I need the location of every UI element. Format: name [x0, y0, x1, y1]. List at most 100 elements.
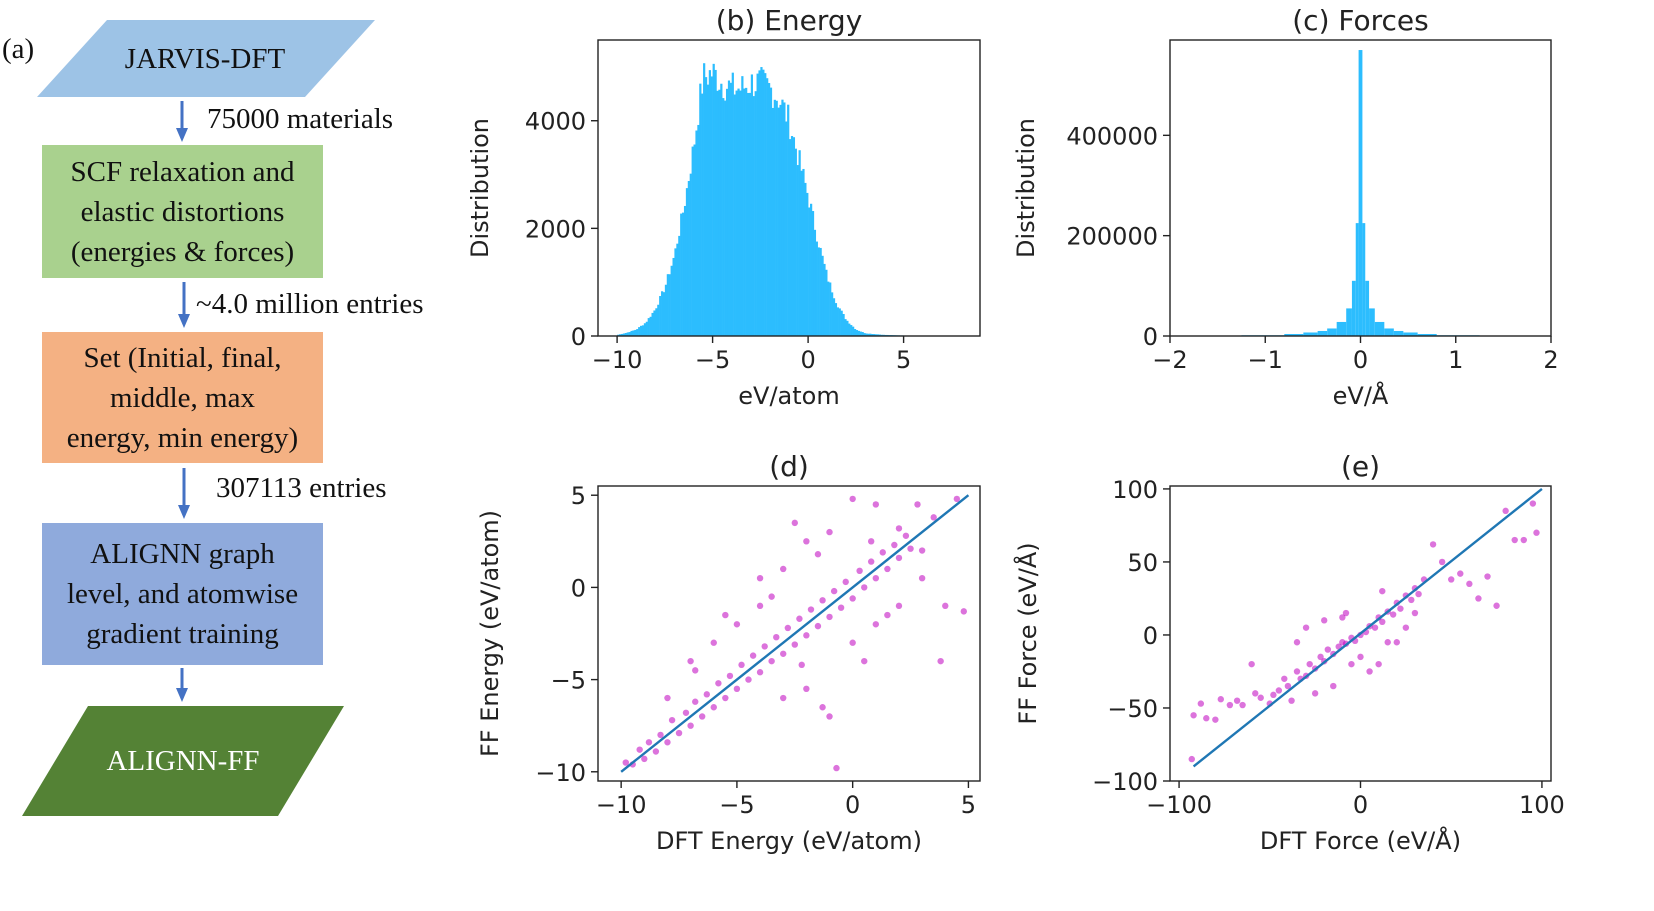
node-ff-text: ALIGNN-FF [106, 745, 260, 777]
scatter-point [692, 698, 699, 705]
histogram-bar [1327, 328, 1337, 336]
scatter-point [622, 759, 629, 766]
node-alignn-line-2: level, and atomwise [66, 578, 299, 610]
scatter-point [918, 547, 926, 554]
histogram-bar [691, 146, 694, 336]
histogram-bar [634, 329, 637, 336]
scatter-point [891, 541, 898, 549]
scatter-point [780, 694, 787, 702]
histogram-bar [800, 170, 803, 336]
histogram-bar [760, 67, 763, 336]
histogram-bar [720, 83, 723, 336]
scatter-point [1357, 653, 1364, 661]
scatter-point [1502, 507, 1509, 515]
histogram-bar [731, 72, 734, 337]
scatter-point [1281, 675, 1288, 682]
plot-frame [597, 39, 981, 337]
scatter-point [722, 694, 729, 702]
histogram-bar [714, 69, 717, 336]
histogram-bar [689, 173, 692, 336]
histogram-bar [863, 333, 866, 336]
histogram-bar [645, 321, 648, 336]
histogram-bar [699, 83, 702, 336]
scatter-point [872, 501, 880, 508]
scatter-point [867, 558, 875, 565]
histogram-bar [622, 333, 626, 336]
histogram-bar [687, 181, 690, 336]
scatter-point [749, 652, 757, 659]
histogram-bar [662, 292, 666, 336]
histogram-bar [1346, 308, 1352, 336]
y-tick-label: −5 [551, 667, 586, 695]
histogram-bar [769, 87, 773, 336]
scatter-point [1252, 690, 1259, 697]
chart-title: (c) Forces [1292, 4, 1429, 37]
scatter-point [726, 672, 734, 680]
histogram-bar [1284, 333, 1304, 336]
y-tick-label: 200000 [1066, 223, 1158, 251]
scatter-point [879, 549, 886, 556]
histogram-bar [727, 80, 731, 336]
histogram-bar [823, 263, 826, 336]
scatter-point [1324, 646, 1332, 653]
scatter-point [814, 551, 822, 558]
histogram-bar [750, 74, 754, 336]
histogram-bar [708, 70, 711, 336]
histogram-bar [857, 330, 860, 336]
y-tick-label: 400000 [1066, 122, 1158, 150]
y-tick-label: −100 [1092, 768, 1158, 796]
scatter-point [664, 694, 671, 702]
scatter-point [849, 639, 856, 646]
x-tick-label: 2 [1543, 346, 1558, 374]
scatter-point [784, 624, 792, 632]
histogram-bar [619, 334, 622, 336]
histogram-bar [802, 168, 805, 336]
x-tick-label: −5 [695, 346, 730, 374]
histogram-bar [806, 192, 809, 336]
scatter-point [675, 729, 683, 737]
scatter-point [807, 606, 815, 613]
scatter-point [1248, 660, 1255, 668]
scatter-point [833, 764, 840, 772]
y-tick-label: 0 [571, 323, 586, 351]
scatter-point [798, 661, 805, 669]
x-tick-label: −100 [1146, 791, 1212, 819]
scatter-point [1411, 609, 1419, 617]
scatter-point [803, 538, 810, 545]
histogram-bar [792, 137, 796, 336]
y-tick-label: 0 [1143, 323, 1158, 351]
histogram-bar [842, 314, 845, 336]
scatter-point [1520, 536, 1527, 544]
chart-force-parity: −100 0 100 −100 −50 0 50 100 (e) DFT Force (eV/Å)… [1013, 450, 1565, 855]
node-ff-shape [22, 706, 344, 816]
histogram-bar [729, 82, 732, 336]
scatter-point [780, 650, 787, 657]
node-scf-line-2: elastic distortions [80, 195, 285, 228]
scatter-point [756, 574, 764, 582]
histogram-bar [722, 98, 725, 336]
plot-frame [597, 485, 981, 782]
scatter-point [1384, 639, 1391, 646]
edge-label-3: 307113 entries [216, 472, 387, 504]
scatter-point [856, 567, 863, 575]
scatter-point [1475, 595, 1482, 602]
histogram-bar [827, 281, 830, 336]
histogram-bar [815, 241, 818, 336]
scatter-point [1342, 609, 1350, 617]
histogram-bar [718, 89, 721, 336]
histogram-bar [853, 329, 857, 336]
histogram-bar [874, 334, 878, 336]
histogram-bar [779, 104, 782, 336]
scatter-point [837, 604, 845, 611]
scatter-point [768, 593, 775, 600]
scatter-point [715, 680, 722, 687]
scatter-point [1379, 587, 1386, 595]
histogram-bar [706, 84, 710, 336]
histogram-bar [819, 247, 822, 336]
chart-forces-histogram: −2 −1 0 1 2 0 200000 400000 (c) Forces eV/Å Distri… [1012, 4, 1559, 410]
scatter-point [907, 545, 914, 552]
histogram-bar [861, 332, 864, 336]
x-tick-label: 0 [800, 346, 815, 374]
histogram-bar [678, 235, 681, 336]
scatter-point [803, 685, 810, 693]
